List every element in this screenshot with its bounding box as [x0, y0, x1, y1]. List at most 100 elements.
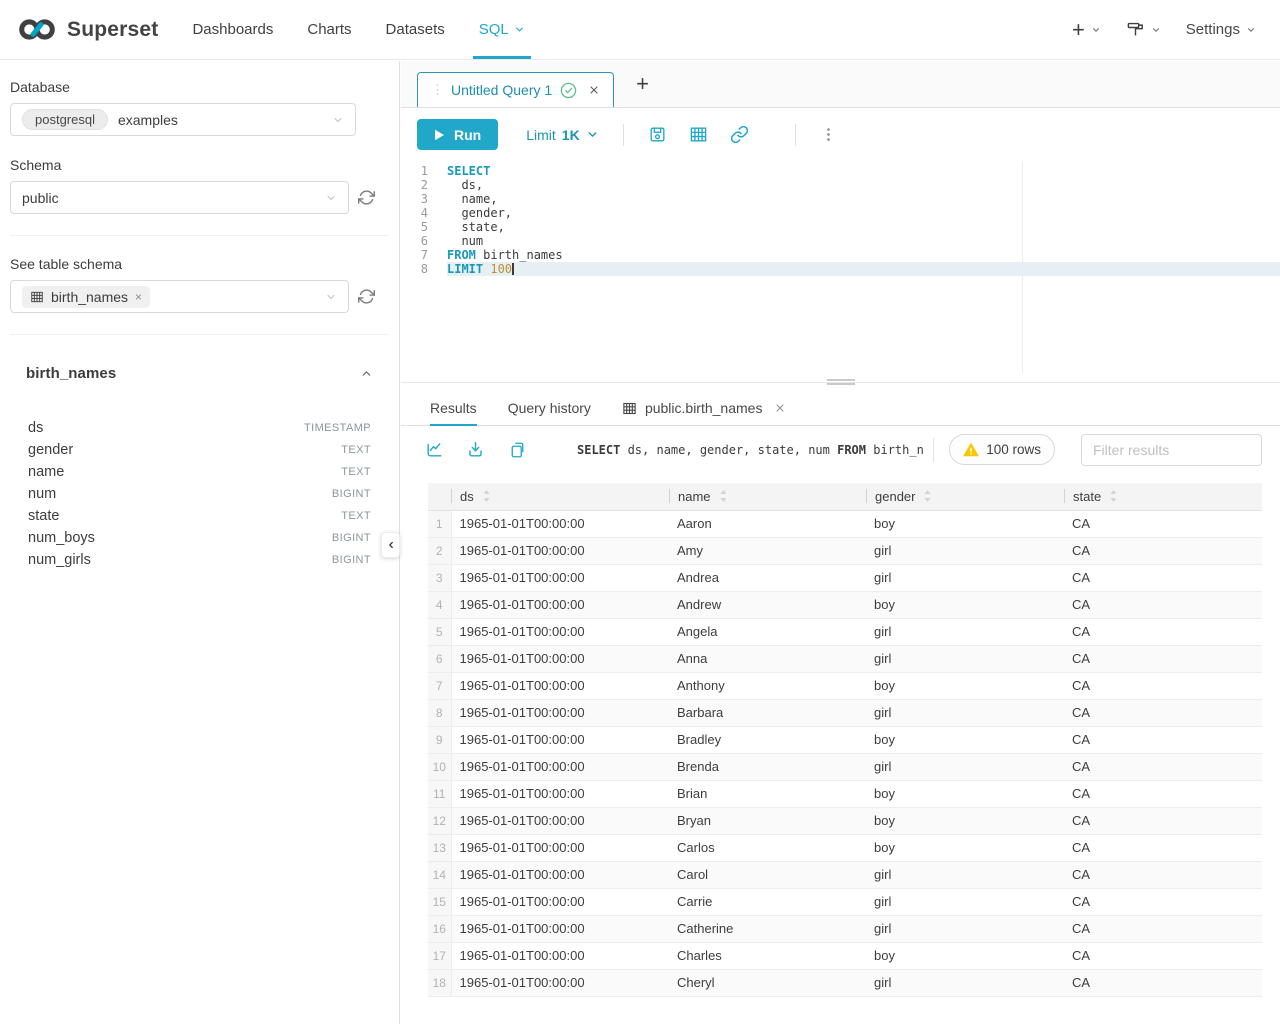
nav-charts[interactable]: Charts — [307, 21, 352, 38]
nav-sql[interactable]: SQL — [472, 0, 531, 59]
render-table-button[interactable] — [689, 125, 708, 144]
paint-roller-menu[interactable] — [1126, 20, 1161, 39]
database-label: Database — [10, 79, 70, 95]
nav-datasets[interactable]: Datasets — [385, 21, 445, 38]
saved-check-icon — [560, 82, 577, 98]
navbar: Superset Dashboards Charts Datasets SQL … — [0, 0, 1280, 60]
nav-sql-label: SQL — [478, 21, 509, 38]
close-tab-icon[interactable] — [588, 84, 600, 96]
results-toolbar: SELECT ds, name, gender, state, num FROM… — [401, 426, 1280, 473]
main-nav: Dashboards Charts Datasets SQL — [192, 0, 531, 59]
run-label: Run — [454, 126, 482, 143]
brand-name: Superset — [67, 17, 159, 41]
divider — [10, 334, 389, 335]
settings-menu[interactable]: Settings — [1186, 21, 1256, 38]
plus-icon: + — [1071, 16, 1085, 42]
sql-editor[interactable]: 1 SELECT 2 ds, 3 name, 4 gender, 5 state, 6 nu… — [401, 161, 1280, 373]
column-header-state[interactable]: state — [1064, 483, 1262, 511]
table-row: 14 1965-01-01T00:00:00 Carol girl CA — [428, 861, 1262, 889]
query-tab-title: Untitled Query 1 — [451, 82, 553, 98]
results-table: ds name gender state 1 1965-01-01T00:00:00 Aa… — [428, 483, 1262, 997]
navbar-right: + Settings — [1071, 16, 1256, 42]
chevron-down-icon — [334, 117, 342, 122]
schema-column-list: ds TIMESTAMP gender TEXT name TEXT num BIGINT st… — [0, 417, 399, 571]
chart-icon — [427, 443, 442, 457]
copy-link-button[interactable] — [730, 125, 749, 144]
results-tab-bar: Results Query history public.birth_names — [401, 391, 1280, 426]
collapse-sidebar-button[interactable] — [381, 532, 400, 558]
link-icon — [730, 125, 748, 144]
table-schema-header[interactable]: birth_names — [0, 355, 399, 391]
table-row: 5 1965-01-01T00:00:00 Angela girl CA — [428, 618, 1262, 646]
column-header-ds[interactable]: ds — [451, 483, 669, 511]
query-tab-bar: ⋮ Untitled Query 1 + — [401, 61, 1280, 108]
filter-results-input[interactable] — [1081, 433, 1262, 466]
row-count-label: 100 rows — [986, 442, 1041, 457]
divider — [622, 123, 624, 146]
table-row: 18 1965-01-01T00:00:00 Cheryl girl CA — [428, 969, 1262, 997]
save-query-button[interactable] — [648, 125, 667, 144]
grip-icon — [826, 379, 855, 385]
tab-results[interactable]: Results — [430, 391, 477, 426]
table-row: 2 1965-01-01T00:00:00 Amy girl CA — [428, 537, 1262, 565]
table-row: 17 1965-01-01T00:00:00 Charles boy CA — [428, 942, 1262, 970]
results-table-container: ds name gender state 1 1965-01-01T00:00:00 Aa… — [428, 483, 1262, 1024]
table-schema-panel: birth_names ds TIMESTAMP gender TEXT name TEX… — [0, 355, 399, 571]
new-item-menu[interactable]: + — [1071, 16, 1101, 42]
code-line: 7 FROM birth_names — [420, 248, 563, 262]
limit-value: 1K — [561, 126, 580, 143]
schema-select[interactable]: public — [10, 181, 349, 214]
table-row: 15 1965-01-01T00:00:00 Carrie girl CA — [428, 888, 1262, 916]
chevron-down-icon — [327, 195, 335, 200]
superset-logo[interactable]: Superset — [16, 17, 158, 42]
code-line: 5 state, — [420, 220, 505, 234]
tab-results-label: Results — [430, 400, 477, 416]
table-select[interactable]: birth_names × — [10, 280, 349, 313]
close-dataset-tab-icon[interactable] — [774, 402, 786, 414]
tab-dataset-preview[interactable]: public.birth_names — [622, 391, 787, 425]
table-row: 8 1965-01-01T00:00:00 Barbara girl CA — [428, 699, 1262, 727]
nav-dashboards[interactable]: Dashboards — [192, 21, 274, 38]
schema-column-row: state TEXT — [28, 508, 371, 524]
explore-chart-button[interactable] — [425, 440, 444, 459]
table-name: birth_names — [26, 364, 117, 382]
chevron-down-icon — [1152, 27, 1159, 32]
more-options-icon[interactable] — [820, 126, 837, 143]
new-tab-button[interactable]: + — [628, 71, 657, 97]
column-header-gender[interactable]: gender — [866, 483, 1064, 511]
column-header-name[interactable]: name — [669, 483, 866, 511]
download-csv-button[interactable] — [466, 440, 485, 459]
run-button[interactable]: Run — [417, 119, 499, 150]
refresh-tables-button[interactable] — [358, 288, 375, 305]
warning-icon — [963, 443, 979, 457]
database-select[interactable]: postgresql examples — [10, 103, 356, 136]
settings-label: Settings — [1185, 21, 1240, 38]
tab-query-history-label: Query history — [507, 400, 591, 416]
schema-value: public — [22, 189, 59, 206]
divider — [10, 235, 389, 236]
code-line: 2 ds, — [420, 178, 484, 192]
play-icon — [435, 129, 444, 140]
superset-infinity-icon — [19, 19, 55, 40]
table-pill: birth_names × — [22, 285, 151, 308]
table-row: 1 1965-01-01T00:00:00 Aaron boy CA — [428, 510, 1262, 538]
limit-dropdown[interactable]: Limit 1K — [526, 127, 598, 143]
chevron-up-icon — [362, 370, 371, 376]
remove-table-icon[interactable]: × — [135, 289, 143, 304]
panel-resize-handle[interactable] — [401, 373, 1280, 391]
table-header-row: ds name gender state — [428, 483, 1262, 511]
table-schema-label: See table schema — [10, 256, 123, 272]
row-count-badge[interactable]: 100 rows — [949, 434, 1055, 465]
tab-query-history[interactable]: Query history — [508, 391, 591, 425]
query-preview: SELECT ds, name, gender, state, num FROM… — [577, 442, 924, 457]
editor-toolbar: Run Limit 1K — [401, 108, 1280, 161]
code-line: 8 LIMIT 100 — [401, 262, 1280, 276]
table-row: 13 1965-01-01T00:00:00 Carlos boy CA — [428, 834, 1262, 862]
query-tab[interactable]: ⋮ Untitled Query 1 — [417, 72, 615, 107]
refresh-schema-button[interactable] — [358, 189, 375, 206]
code-line: 6 num — [420, 234, 484, 248]
tab-dataset-label: public.birth_names — [644, 400, 763, 416]
schema-column-row: name TEXT — [28, 464, 371, 480]
copy-results-button[interactable] — [507, 441, 525, 459]
chevron-left-icon — [388, 541, 393, 549]
